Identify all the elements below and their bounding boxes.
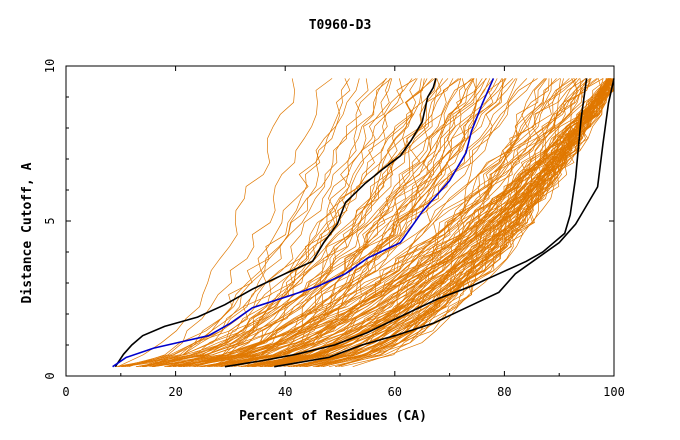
highlight-series-line-3 [224, 78, 588, 368]
background-series-line [227, 78, 607, 368]
x-axis-label: Percent of Residues (CA) [239, 409, 427, 424]
background-series-line [306, 78, 614, 368]
background-series-line [201, 78, 498, 368]
background-series-line [315, 78, 586, 368]
background-series-line [153, 78, 615, 368]
x-tick-label: 80 [497, 385, 511, 399]
x-tick-label: 0 [62, 385, 69, 399]
background-series-line [292, 78, 611, 368]
x-tick-label: 40 [278, 385, 292, 399]
background-series-line [174, 78, 561, 368]
background-series-line [179, 78, 417, 368]
background-series-line [227, 78, 472, 368]
background-series-line [255, 78, 570, 368]
y-axis-label: Distance Cutoff, A [20, 162, 35, 303]
background-series-line [168, 78, 393, 368]
tick-group: 0 20 40 60 80 100 0 5 10 [43, 59, 625, 399]
y-tick-label: 5 [43, 217, 57, 224]
background-series-line [338, 78, 592, 368]
highlight-series-group [112, 78, 615, 368]
background-series-line [173, 78, 518, 368]
chart-title: T0960-D3 [309, 18, 372, 33]
background-series-line [318, 78, 615, 368]
background-series-line [211, 78, 578, 368]
x-tick-label: 20 [168, 385, 182, 399]
y-tick-label: 0 [43, 372, 57, 379]
background-series-line [151, 78, 454, 368]
background-series-line [195, 78, 391, 368]
background-series-line [299, 78, 615, 368]
background-series-line [115, 78, 425, 368]
background-series-line [247, 78, 591, 368]
background-series-line [296, 78, 577, 368]
background-series-line [117, 78, 295, 368]
background-series-line [224, 78, 461, 368]
background-series-line [144, 78, 477, 368]
background-series-line [234, 78, 475, 368]
background-series-line [135, 78, 503, 368]
background-series-line [243, 78, 442, 368]
background-series-line [283, 78, 610, 368]
background-series-line [193, 78, 387, 368]
background-series-line [249, 78, 474, 368]
background-series-line [142, 78, 459, 368]
background-series-line [219, 78, 487, 368]
background-series-line [121, 78, 333, 368]
background-series-line [183, 78, 403, 368]
background-series-line [299, 78, 582, 368]
background-series-line [290, 78, 610, 368]
background-series-line [118, 78, 514, 368]
background-series-line [247, 78, 505, 368]
background-series-line [312, 78, 598, 368]
background-series-line [168, 78, 609, 368]
background-series-line [145, 78, 350, 368]
x-tick-label: 100 [603, 385, 625, 399]
y-tick-label: 10 [43, 59, 57, 73]
background-series-line [142, 78, 369, 368]
background-series-line [142, 78, 428, 368]
background-series-line [177, 78, 351, 368]
background-series-line [269, 78, 545, 368]
background-series-line [209, 78, 422, 368]
background-series-line [152, 78, 608, 368]
highlight-series-line-1 [114, 78, 437, 368]
highlight-series-line-4 [274, 78, 615, 368]
background-series-line [352, 78, 613, 368]
highlight-series-line-2 [112, 78, 495, 368]
background-series-line [316, 78, 615, 368]
background-series-group [115, 78, 615, 368]
background-series-line [186, 78, 436, 368]
background-series-line [251, 78, 564, 368]
x-tick-label: 60 [388, 385, 402, 399]
background-series-line [340, 78, 615, 368]
background-series-line [248, 78, 550, 368]
background-series-line [323, 78, 609, 368]
background-series-line [221, 78, 444, 368]
background-series-line [121, 78, 483, 368]
background-series-line [243, 78, 487, 368]
background-series-line [208, 78, 418, 368]
background-series-line [317, 78, 615, 368]
background-series-line [226, 78, 528, 368]
background-series-line [143, 78, 392, 368]
